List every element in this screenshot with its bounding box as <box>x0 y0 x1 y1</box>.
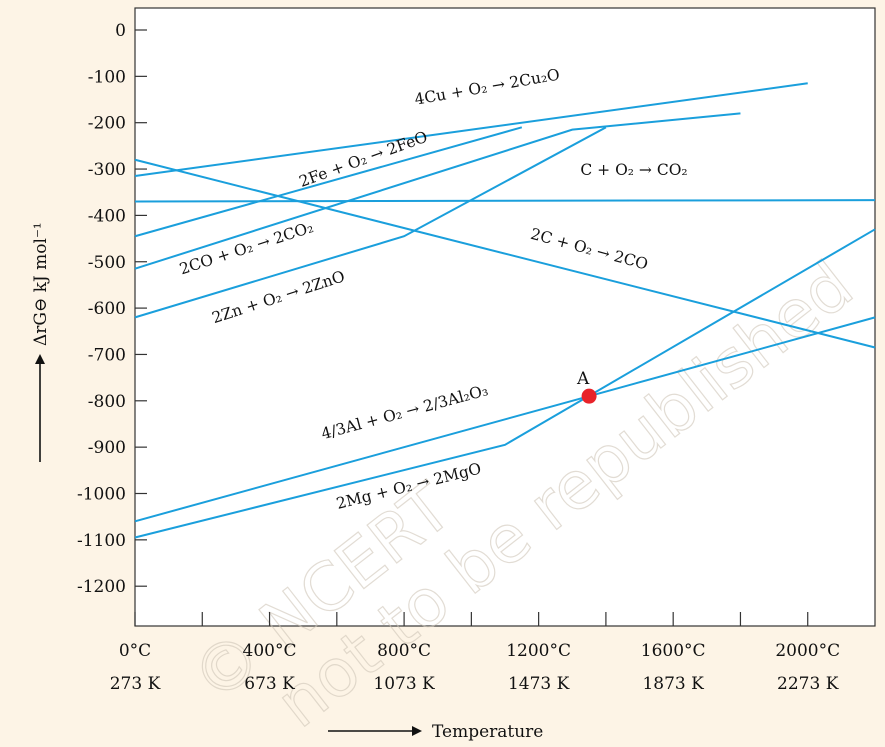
y-axis-title: ΔrG⊖ kJ mol⁻¹ <box>31 222 51 346</box>
y-tick-label: -600 <box>88 299 126 319</box>
y-tick-label: -100 <box>88 67 126 87</box>
x-tick-label-celsius: 400°C <box>243 641 297 661</box>
x-tick-label-kelvin: 273 K <box>110 674 161 694</box>
x-axis-title-group: Temperature <box>328 722 543 742</box>
x-tick-label-celsius: 800°C <box>377 641 431 661</box>
point-a-marker <box>581 388 597 404</box>
axis-ticks <box>134 29 809 626</box>
y-tick-labels: 0 -100 -200 -300 -400 -500 -600 -700 -800 -900 -10… <box>77 21 126 597</box>
series-label: C + O₂ → CO₂ <box>580 161 687 179</box>
y-tick-label: -700 <box>88 345 126 365</box>
series-line <box>134 126 607 319</box>
series-line <box>134 112 741 270</box>
y-axis-title-group: ΔrG⊖ kJ mol⁻¹ <box>31 222 51 462</box>
series-line <box>134 228 876 539</box>
y-tick-label: -200 <box>88 114 126 134</box>
y-tick-label: -400 <box>88 206 126 226</box>
y-tick-label: -900 <box>88 438 126 458</box>
x-tick-label-kelvin: 1873 K <box>642 674 704 694</box>
y-tick-label: -1200 <box>77 577 126 597</box>
x-tick-label-kelvin: 673 K <box>244 674 295 694</box>
y-tick-label: 0 <box>115 21 126 41</box>
x-tick-label-kelvin: 1473 K <box>508 674 570 694</box>
x-tick-label-celsius: 0°C <box>119 641 151 661</box>
y-tick-label: -300 <box>88 160 126 180</box>
y-tick-label: -1100 <box>77 531 126 551</box>
x-tick-label-celsius: 1600°C <box>641 641 706 661</box>
series-line <box>134 126 523 238</box>
y-tick-label: -500 <box>88 253 126 273</box>
x-tick-labels: 0°C 273 K 400°C 673 K 800°C 1073 K 1200°C 1473 … <box>110 641 840 694</box>
x-tick-label-kelvin: 1073 K <box>373 674 435 694</box>
series-line <box>134 158 876 349</box>
series-line <box>134 82 808 177</box>
y-tick-label: -1000 <box>77 485 126 505</box>
annotations: A <box>576 369 597 404</box>
y-tick-label: -800 <box>88 392 126 412</box>
series-line <box>134 199 876 203</box>
x-tick-label-celsius: 2000°C <box>775 641 840 661</box>
x-tick-label-kelvin: 2273 K <box>777 674 839 694</box>
x-tick-label-celsius: 1200°C <box>506 641 571 661</box>
point-a-label: A <box>576 369 590 389</box>
x-axis-title: Temperature <box>432 722 543 742</box>
